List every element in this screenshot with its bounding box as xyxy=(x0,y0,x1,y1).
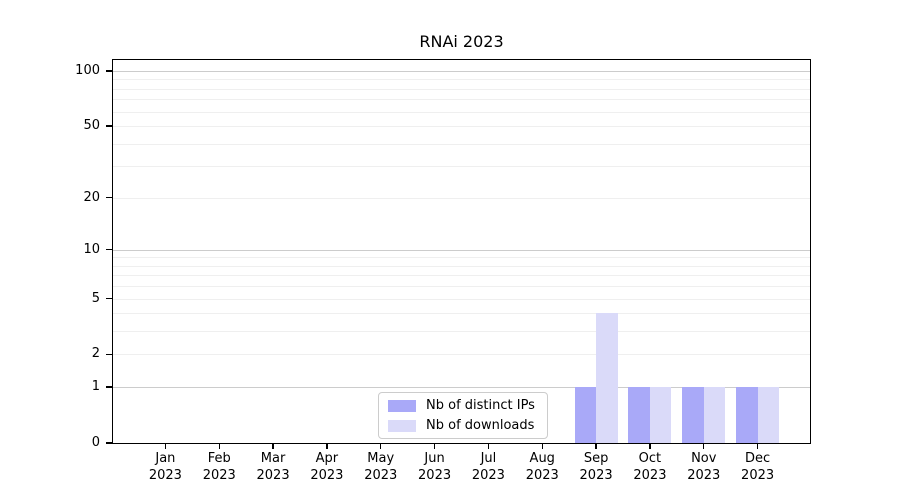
x-tick-mark xyxy=(218,443,220,449)
bar-distinct-ips xyxy=(628,387,650,443)
gridline-minor xyxy=(113,126,810,128)
x-tick-mark xyxy=(595,443,597,449)
gridline-minor xyxy=(113,313,810,315)
gridline-minor xyxy=(113,88,810,90)
y-tick-mark xyxy=(106,353,113,356)
x-tick-label: Jan 2023 xyxy=(148,451,182,483)
x-tick-label: Jun 2023 xyxy=(418,451,452,483)
legend-label-downloads: Nb of downloads xyxy=(426,418,535,433)
legend-item-distinct-ips: Nb of distinct IPs xyxy=(388,397,538,414)
gridline-minor xyxy=(113,331,810,333)
x-tick-label: May 2023 xyxy=(364,451,398,483)
gridline-major xyxy=(113,71,810,73)
x-tick-mark xyxy=(487,443,490,449)
y-tick-label: 10 xyxy=(83,241,100,257)
x-tick-mark xyxy=(380,443,382,449)
bar-downloads xyxy=(703,387,726,443)
legend-swatch-distinct-ips xyxy=(388,399,416,412)
legend-item-downloads: Nb of downloads xyxy=(388,417,538,434)
y-tick-label: 1 xyxy=(91,379,100,395)
x-tick-label: Jul 2023 xyxy=(471,451,505,483)
gridline-major xyxy=(113,249,810,251)
y-tick-mark xyxy=(106,249,113,251)
gridline-minor xyxy=(113,166,810,168)
gridlines-layer xyxy=(113,60,810,443)
gridline-major xyxy=(113,387,810,389)
legend-label-distinct-ips: Nb of distinct IPs xyxy=(426,398,535,413)
x-tick-label: Apr 2023 xyxy=(310,451,344,483)
bar-downloads xyxy=(649,387,672,443)
x-tick-label: Mar 2023 xyxy=(256,451,290,483)
bar-downloads xyxy=(596,313,618,443)
x-tick-mark xyxy=(433,443,436,449)
x-tick-label: Sep 2023 xyxy=(579,451,613,483)
gridline-minor xyxy=(113,265,810,267)
gridline-minor xyxy=(113,275,810,277)
legend-swatch-downloads xyxy=(388,419,416,432)
x-tick-mark xyxy=(541,443,543,449)
x-tick-label: Aug 2023 xyxy=(525,451,559,483)
x-tick-mark xyxy=(326,443,328,449)
gridline-minor xyxy=(113,99,810,101)
y-tick-mark xyxy=(106,386,113,388)
legend: Nb of distinct IPs Nb of downloads xyxy=(378,392,548,439)
y-tick-mark xyxy=(106,196,113,199)
x-tick-label: Feb 2023 xyxy=(202,451,236,483)
gridline-minor xyxy=(113,197,810,199)
bars-layer xyxy=(113,60,810,443)
x-tick-label: Dec 2023 xyxy=(741,451,775,483)
y-tick-label: 50 xyxy=(83,118,100,134)
gridline-minor xyxy=(113,111,810,113)
x-tick-mark xyxy=(164,443,167,449)
y-tick-mark xyxy=(106,297,113,300)
gridline-minor xyxy=(113,354,810,356)
y-tick-label: 0 xyxy=(91,435,100,450)
x-tick-mark xyxy=(756,443,759,449)
y-tick-label: 2 xyxy=(91,346,100,362)
x-tick-label: Nov 2023 xyxy=(687,451,721,483)
bar-distinct-ips xyxy=(682,387,704,443)
y-tick-label: 100 xyxy=(75,63,100,79)
y-tick-mark xyxy=(106,442,113,444)
y-tick-mark xyxy=(106,125,113,127)
bar-downloads xyxy=(757,387,780,443)
gridline-minor xyxy=(113,298,810,300)
bar-distinct-ips xyxy=(736,387,758,443)
y-tick-label: 20 xyxy=(83,189,100,205)
y-tick-mark xyxy=(106,70,113,72)
chart-title: RNAi 2023 xyxy=(419,32,504,51)
gridline-minor xyxy=(113,286,810,288)
x-tick-mark xyxy=(703,443,705,449)
y-tick-label: 5 xyxy=(91,290,100,306)
gridline-minor xyxy=(113,79,810,81)
x-tick-label: Oct 2023 xyxy=(633,451,667,483)
x-tick-mark xyxy=(272,443,274,449)
x-tick-mark xyxy=(649,443,651,449)
gridline-minor xyxy=(113,257,810,259)
bar-distinct-ips xyxy=(574,387,597,443)
gridline-minor xyxy=(113,143,810,145)
